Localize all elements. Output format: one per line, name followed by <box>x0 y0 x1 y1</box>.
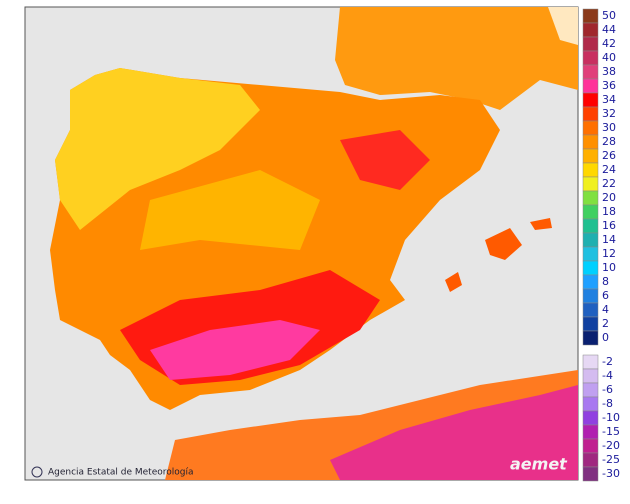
legend-swatch <box>582 274 599 290</box>
legend-label: 30 <box>602 121 616 134</box>
legend-swatch <box>582 204 599 220</box>
legend-swatch <box>582 106 599 122</box>
mallorca <box>485 228 522 260</box>
legend-swatch <box>582 22 599 38</box>
legend-swatch <box>582 288 599 304</box>
map-land <box>50 7 578 480</box>
ibiza <box>445 272 462 292</box>
legend-swatch <box>582 260 599 276</box>
legend-label: 12 <box>602 247 616 260</box>
andalusia-hottest <box>150 320 320 380</box>
legend-swatch <box>582 438 599 454</box>
legend-swatch <box>582 466 599 482</box>
legend-swatch <box>582 148 599 164</box>
menorca <box>530 218 552 230</box>
legend-label: 2 <box>602 317 609 330</box>
legend-label: -4 <box>602 369 613 382</box>
legend-swatch <box>582 396 599 412</box>
legend-label: -8 <box>602 397 613 410</box>
legend-label: 10 <box>602 261 616 274</box>
legend-label: 26 <box>602 149 616 162</box>
legend-swatch <box>582 218 599 234</box>
legend-swatch <box>582 382 599 398</box>
legend-label: -2 <box>602 355 613 368</box>
legend-swatch <box>582 424 599 440</box>
legend-swatch <box>582 36 599 52</box>
meseta <box>140 170 320 250</box>
legend-label: 38 <box>602 65 616 78</box>
legend-label: 20 <box>602 191 616 204</box>
legend-swatch <box>582 368 599 384</box>
legend-label: 40 <box>602 51 616 64</box>
copyright-icon <box>31 466 43 478</box>
legend-swatch <box>582 50 599 66</box>
legend-label: 36 <box>602 79 616 92</box>
legend-swatch <box>582 410 599 426</box>
legend-swatch <box>582 246 599 262</box>
northwest <box>55 68 260 230</box>
legend-swatch <box>582 162 599 178</box>
legend-label: 18 <box>602 205 616 218</box>
legend-swatch <box>582 176 599 192</box>
legend-label: -6 <box>602 383 613 396</box>
legend-swatch <box>582 64 599 80</box>
legend-label: 22 <box>602 177 616 190</box>
legend-label: 6 <box>602 289 609 302</box>
legend-swatch <box>582 232 599 248</box>
france <box>335 7 578 110</box>
alps <box>548 7 578 45</box>
africa-hot <box>330 385 578 480</box>
legend-label: 24 <box>602 163 616 176</box>
legend-label: 4 <box>602 303 609 316</box>
legend-label: 0 <box>602 331 609 344</box>
legend-swatch <box>582 302 599 318</box>
legend-label: -20 <box>602 439 620 452</box>
legend-label: 50 <box>602 9 616 22</box>
ebro-hot <box>340 130 430 190</box>
legend-swatch <box>582 316 599 332</box>
legend-label: 14 <box>602 233 616 246</box>
agency-name: Agencia Estatal de Meteorología <box>48 468 194 478</box>
legend-label: 28 <box>602 135 616 148</box>
legend-swatch <box>582 78 599 94</box>
aemet-logo: aemet <box>510 455 568 474</box>
legend-swatch <box>582 354 599 370</box>
legend-swatch <box>582 190 599 206</box>
legend-label: -25 <box>602 453 620 466</box>
legend-label: 34 <box>602 93 616 106</box>
legend-label: 8 <box>602 275 609 288</box>
legend-label: -15 <box>602 425 620 438</box>
legend-swatch <box>582 120 599 136</box>
legend-label: -10 <box>602 411 620 424</box>
legend-swatch <box>582 330 599 346</box>
legend-swatch <box>582 452 599 468</box>
legend: 5044424038363432302826242220181614121086… <box>582 8 620 482</box>
legend-swatch <box>582 92 599 108</box>
legend-label: 32 <box>602 107 616 120</box>
legend-swatch <box>582 8 599 24</box>
legend-label: -30 <box>602 467 620 480</box>
legend-swatch <box>582 134 599 150</box>
legend-label: 44 <box>602 23 616 36</box>
legend-label: 42 <box>602 37 616 50</box>
legend-label: 16 <box>602 219 616 232</box>
